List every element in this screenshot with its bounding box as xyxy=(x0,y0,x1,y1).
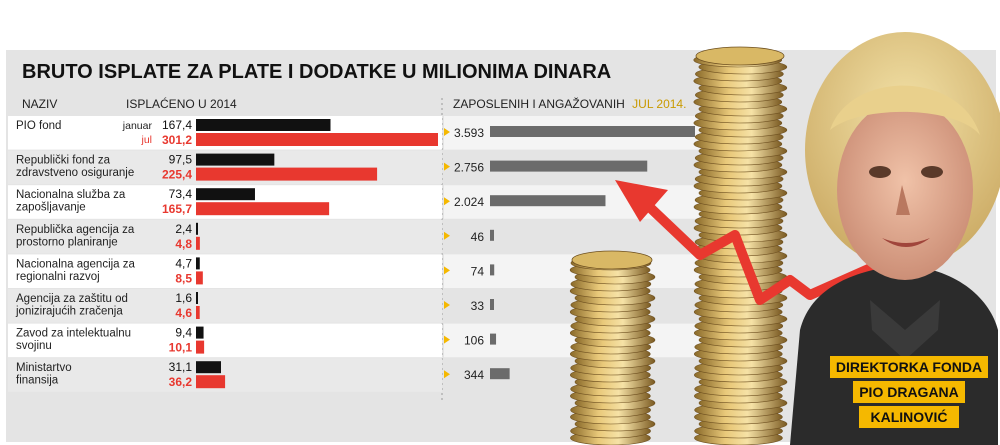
header-employees: ZAPOSLENIH I ANGAŽOVANIH JUL 2014. xyxy=(453,96,686,111)
bar-july xyxy=(196,340,205,354)
row-background xyxy=(8,289,442,323)
caption-line-1: DIREKTORKA FONDA xyxy=(836,359,982,375)
value-label-january: 167,4 xyxy=(162,118,192,132)
category-label: jonizirajućih zračenja xyxy=(15,306,123,318)
bar-january xyxy=(196,119,331,131)
employees-bar xyxy=(490,264,495,276)
category-label: PIO fond xyxy=(16,120,61,132)
category-label: Zavod za intelektualnu xyxy=(16,328,131,340)
caption-line-2-bg xyxy=(853,381,965,403)
value-label-january: 31,1 xyxy=(169,360,193,374)
employees-bar xyxy=(490,126,695,137)
category-label: svojinu xyxy=(16,340,52,352)
bar-july xyxy=(196,202,330,216)
category-label: Ministartvo xyxy=(16,362,72,374)
value-label-january: 2,4 xyxy=(175,222,192,236)
employees-bar xyxy=(490,368,510,380)
bar-july xyxy=(196,167,378,181)
employees-bar xyxy=(490,229,494,241)
employees-bar xyxy=(490,160,648,172)
bar-july xyxy=(196,306,200,319)
header-employees-highlight: JUL 2014. xyxy=(632,97,686,111)
portrait-photo xyxy=(790,32,1000,445)
category-label: zdravstveno osiguranje xyxy=(16,167,134,179)
coin-top xyxy=(571,250,653,270)
employees-value-label: 106 xyxy=(464,334,484,348)
bar-july xyxy=(196,133,438,146)
employees-value-label: 46 xyxy=(471,230,485,244)
bar-july xyxy=(196,375,226,389)
bar-july xyxy=(196,271,203,285)
header-employees-prefix: ZAPOSLENIH I ANGAŽOVANIH xyxy=(453,96,625,111)
chart-title: BRUTO ISPLATE ZA PLATE I DODATKE U MILIO… xyxy=(22,61,611,83)
row-pointer-icon xyxy=(444,231,450,240)
period-label-january: januar xyxy=(122,120,153,132)
employees-value-label: 344 xyxy=(464,368,484,382)
category-label: Nacionalna agencija za xyxy=(16,258,136,270)
bar-january xyxy=(196,188,255,201)
value-label-january: 73,4 xyxy=(169,187,193,201)
row-pointer-icon xyxy=(444,301,450,309)
value-label-july: 225,4 xyxy=(162,168,192,182)
bar-january xyxy=(196,153,275,166)
caption-line-3: KALINOVIĆ xyxy=(871,408,948,425)
row-pointer-icon xyxy=(444,266,450,275)
value-label-july: 301,2 xyxy=(162,133,192,147)
value-label-july: 8,5 xyxy=(175,271,192,285)
employees-value-label: 2.024 xyxy=(454,195,484,209)
header-name: NAZIV xyxy=(22,97,57,111)
value-label-january: 9,4 xyxy=(175,326,192,340)
coin-stacks-illustration xyxy=(569,46,788,445)
employees-bar xyxy=(490,299,494,310)
value-label-january: 97,5 xyxy=(169,153,193,167)
category-label: Agencija za zaštitu od xyxy=(16,293,128,305)
caption-line-3-bg xyxy=(859,406,959,428)
value-label-july: 36,2 xyxy=(169,375,193,389)
category-label: prostorno planiranje xyxy=(16,236,118,248)
caption-line-1-bg xyxy=(830,356,988,378)
rising-arrow-icon xyxy=(615,180,905,305)
category-label: regionalni razvoj xyxy=(16,271,100,283)
bar-january xyxy=(196,257,200,270)
value-label-july: 4,8 xyxy=(175,237,192,251)
employees-value-label: 33 xyxy=(471,299,485,313)
category-label: Nacionalna služba za xyxy=(16,189,126,201)
row-background xyxy=(8,219,442,254)
employees-value-label: 74 xyxy=(471,264,485,278)
row-pointer-icon xyxy=(444,197,450,206)
bar-january xyxy=(196,292,198,304)
row-pointer-icon xyxy=(444,370,450,379)
row-background xyxy=(8,254,442,288)
bar-january xyxy=(196,361,221,374)
employees-bar xyxy=(490,333,497,345)
bar-july xyxy=(196,236,200,250)
employees-bar xyxy=(490,195,606,207)
category-label: Republička agencija za xyxy=(16,224,135,236)
row-background xyxy=(8,323,442,358)
coin-top xyxy=(695,46,785,66)
row-background-employees xyxy=(444,219,704,254)
category-label: finansija xyxy=(16,375,59,387)
row-pointer-icon xyxy=(444,162,450,171)
value-label-january: 1,6 xyxy=(175,291,192,305)
caption-box: DIREKTORKA FONDA PIO DRAGANA KALINOVIĆ xyxy=(830,356,988,428)
caption-line-2: PIO DRAGANA xyxy=(859,384,959,400)
row-pointer-icon xyxy=(444,128,450,136)
header-paid: ISPLAĆENO U 2014 xyxy=(126,96,237,111)
row-pointer-icon xyxy=(444,335,450,344)
value-label-january: 4,7 xyxy=(175,256,192,270)
value-label-july: 10,1 xyxy=(169,341,193,355)
employees-value-label: 3.593 xyxy=(454,126,484,140)
bar-january xyxy=(196,326,204,339)
employees-value-label: 2.756 xyxy=(454,161,484,175)
value-label-july: 165,7 xyxy=(162,202,192,216)
bar-january xyxy=(196,222,198,235)
period-label-july: jul xyxy=(140,134,152,146)
value-label-july: 4,6 xyxy=(175,306,192,320)
category-label: zapošljavanje xyxy=(16,202,86,214)
category-label: Republički fond za xyxy=(16,155,111,167)
